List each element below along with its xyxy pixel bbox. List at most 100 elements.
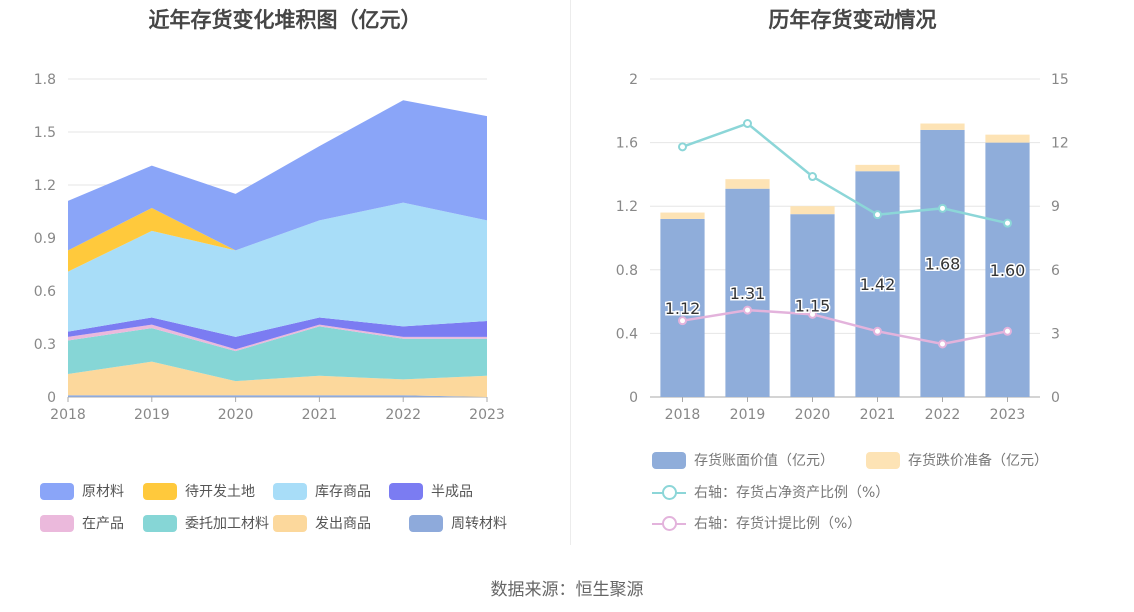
x-tick-label: 2019 xyxy=(730,407,766,423)
y-tick-label: 0.4 xyxy=(616,326,638,342)
area-series-周转材料 xyxy=(68,395,487,397)
y2-tick-label: 6 xyxy=(1051,263,1060,279)
line-point xyxy=(1003,218,1012,228)
y-tick-label: 0 xyxy=(629,390,638,406)
x-tick-label: 2021 xyxy=(860,407,896,423)
x-tick-label: 2019 xyxy=(134,407,170,423)
legend-item[interactable]: 待开发土地 xyxy=(143,481,255,501)
line-point xyxy=(1003,326,1012,336)
bar-impairment-reserve xyxy=(855,164,900,172)
x-tick-label: 2020 xyxy=(795,407,831,423)
bar-book-value xyxy=(725,188,770,397)
legend-item[interactable]: 库存商品 xyxy=(273,481,371,501)
bar-book-value xyxy=(660,218,705,397)
x-tick-label: 2021 xyxy=(302,407,338,423)
line-point xyxy=(678,142,687,152)
bar-data-label: 1.12 xyxy=(665,299,701,318)
x-tick-label: 2023 xyxy=(469,407,505,423)
legend-swatch xyxy=(273,482,307,500)
legend-swatch xyxy=(866,451,900,469)
x-tick-label: 2023 xyxy=(990,407,1026,423)
y-tick-label: 2 xyxy=(629,72,638,88)
legend-item[interactable]: 存货账面价值（亿元） xyxy=(652,450,834,470)
line-point xyxy=(743,305,752,315)
line-point xyxy=(743,119,752,129)
x-tick-label: 2020 xyxy=(218,407,254,423)
legend-label: 右轴：存货占净资产比例（%） xyxy=(694,485,890,501)
line-point xyxy=(938,339,947,349)
bar-data-label: 1.15 xyxy=(795,297,831,316)
legend-label: 库存商品 xyxy=(315,484,371,500)
y2-tick-label: 3 xyxy=(1051,326,1060,342)
legend-item[interactable]: 周转材料 xyxy=(409,513,507,533)
stacked-area-chart-panel: 近年存货变化堆积图（亿元） 0 0.3 0.6 0.9 1.2 1.5 1.8 2018 201… xyxy=(0,0,570,545)
legend-swatch xyxy=(652,484,686,501)
legend-item[interactable]: 发出商品 xyxy=(273,513,371,533)
bar-impairment-reserve xyxy=(660,212,705,219)
legend-label: 周转材料 xyxy=(451,516,507,532)
bar-impairment-reserve xyxy=(725,179,770,189)
legend-label: 在产品 xyxy=(82,516,124,532)
y-tick-label: 1.8 xyxy=(34,72,56,88)
legend-label: 存货账面价值（亿元） xyxy=(694,453,834,469)
area-series-在产品 xyxy=(68,324,487,352)
line-series xyxy=(682,122,1008,225)
bar-book-value xyxy=(790,214,835,397)
area-series-发出商品 xyxy=(68,361,487,397)
y2-tick-label: 0 xyxy=(1051,390,1060,406)
left-chart-title: 近年存货变化堆积图（亿元） xyxy=(148,8,422,32)
bar-book-value xyxy=(855,171,900,397)
legend-item[interactable]: 原材料 xyxy=(40,481,124,501)
area-series-半成品 xyxy=(68,317,487,350)
y-tick-label: 0 xyxy=(47,390,56,406)
y-tick-label: 0.9 xyxy=(34,231,56,247)
y-tick-label: 0.6 xyxy=(34,284,56,300)
data-source-note: 数据来源：恒生聚源 xyxy=(490,580,644,600)
legend-label: 右轴：存货计提比例（%） xyxy=(694,516,862,532)
area-series-委托加工材料 xyxy=(68,326,487,382)
legend-item[interactable]: 半成品 xyxy=(389,481,473,501)
legend-label: 待开发土地 xyxy=(185,484,255,500)
line-point xyxy=(678,316,687,326)
legend-swatch xyxy=(409,514,443,532)
area-series-原材料 xyxy=(68,100,487,251)
legend-swatch xyxy=(273,514,307,532)
y2-tick-label: 9 xyxy=(1051,199,1060,215)
y2-tick-label: 12 xyxy=(1051,136,1069,152)
area-series-库存商品 xyxy=(68,202,487,337)
legend-item[interactable]: 右轴：存货占净资产比例（%） xyxy=(652,482,889,502)
y-tick-label: 1.6 xyxy=(616,136,638,152)
y-tick-label: 1.2 xyxy=(616,199,638,215)
bar-data-label: 1.42 xyxy=(860,275,896,294)
line-point xyxy=(873,210,882,220)
legend-item[interactable]: 委托加工材料 xyxy=(143,513,269,533)
legend-item[interactable]: 在产品 xyxy=(40,513,124,533)
legend-swatch xyxy=(40,482,74,500)
legend-swatch xyxy=(389,482,423,500)
line-series xyxy=(682,308,1008,346)
right-legend: 存货账面价值（亿元） 存货跌价准备（亿元） 右轴：存货占净资产比例（%） 右轴：存货计… xyxy=(571,0,1134,545)
y-tick-label: 1.2 xyxy=(34,178,56,194)
bar-impairment-reserve xyxy=(920,123,965,130)
left-legend: 原材料 待开发土地 库存商品 半成品在产品 委托加工材料 发出商品 周转材料 xyxy=(0,0,570,545)
x-tick-label: 2022 xyxy=(385,407,421,423)
x-tick-label: 2018 xyxy=(50,407,86,423)
legend-swatch xyxy=(652,451,686,469)
y-tick-label: 1.5 xyxy=(34,125,56,141)
bar-data-label: 1.60 xyxy=(990,261,1026,280)
bar-line-chart: 0 0.4 0.8 1.2 1.6 2 0 3 6 9 12 15 2018 2019 2020 2021 20… xyxy=(616,72,1069,423)
legend-swatch xyxy=(40,514,74,532)
legend-item[interactable]: 存货跌价准备（亿元） xyxy=(866,450,1048,470)
legend-item[interactable]: 右轴：存货计提比例（%） xyxy=(652,513,861,533)
stacked-area-chart: 0 0.3 0.6 0.9 1.2 1.5 1.8 2018 2019 2020 2021 2022 2… xyxy=(34,72,505,423)
legend-label: 半成品 xyxy=(431,484,473,500)
panel-divider xyxy=(570,0,571,545)
bar-impairment-reserve xyxy=(985,134,1030,143)
bar-data-label: 1.31 xyxy=(730,284,766,303)
legend-swatch xyxy=(143,514,177,532)
y-tick-label: 0.8 xyxy=(616,263,638,279)
legend-label: 原材料 xyxy=(82,484,124,500)
bar-line-chart-panel: 历年存货变动情况 0 0.4 0.8 1.2 1.6 2 0 3 6 9 12 15 2018 2019 2… xyxy=(571,0,1134,545)
line-point xyxy=(808,172,817,182)
legend-label: 委托加工材料 xyxy=(185,516,269,532)
